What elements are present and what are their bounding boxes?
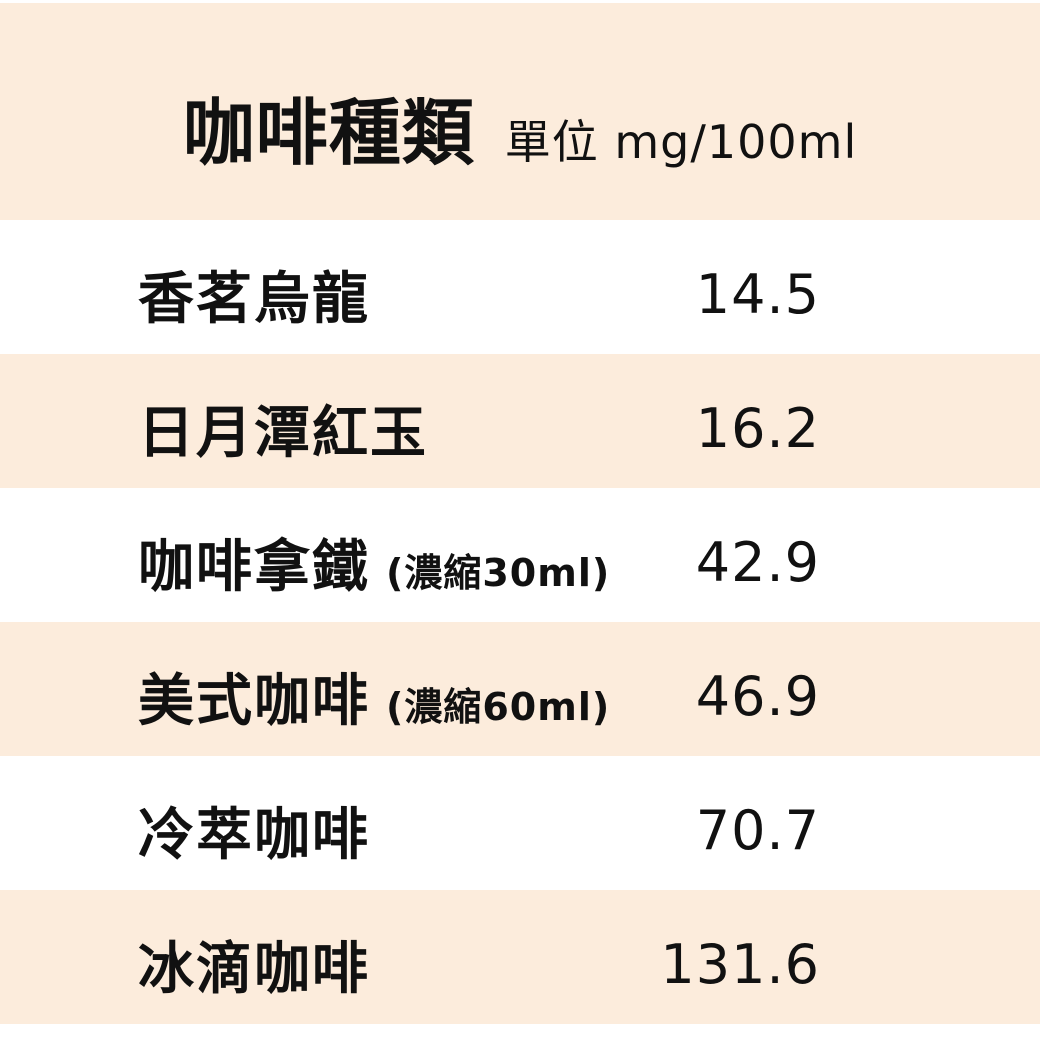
table-body: 香茗烏龍 14.5 日月潭紅玉 16.2 咖啡拿鐵 (濃縮30ml) 42.9 … [0,220,1040,1024]
table-row: 冰滴咖啡 131.6 [0,890,1040,1024]
table-row: 香茗烏龍 14.5 [0,220,1040,354]
caffeine-value: 42.9 [695,530,820,594]
caffeine-value: 16.2 [695,396,820,460]
drink-name: 冷萃咖啡 [138,802,370,868]
caffeine-value: 46.9 [695,664,820,728]
row-label: 咖啡拿鐵 (濃縮30ml) [138,522,610,603]
drink-name: 日月潭紅玉 [138,400,428,466]
row-label: 冷萃咖啡 [138,790,370,871]
drink-name: 咖啡拿鐵 [138,534,370,600]
table-row: 美式咖啡 (濃縮60ml) 46.9 [0,622,1040,756]
caffeine-value: 14.5 [695,262,820,326]
row-label: 香茗烏龍 [138,254,370,335]
row-label: 日月潭紅玉 [138,388,428,469]
table-row: 咖啡拿鐵 (濃縮30ml) 42.9 [0,488,1040,622]
drink-name: 冰滴咖啡 [138,936,370,1002]
drink-note: (濃縮30ml) [386,550,611,595]
caffeine-value: 70.7 [695,798,820,862]
row-label: 冰滴咖啡 [138,924,370,1005]
drink-note: (濃縮60ml) [386,684,611,729]
caffeine-value: 131.6 [660,932,820,996]
table-title-line: 咖啡種類 單位 mg/100ml [183,74,858,179]
row-label: 美式咖啡 (濃縮60ml) [138,656,610,737]
page-title: 咖啡種類 [182,91,475,175]
table-header-band: 咖啡種類 單位 mg/100ml [0,3,1040,220]
unit-label: 單位 mg/100ml [504,115,858,169]
table-row: 日月潭紅玉 16.2 [0,354,1040,488]
table-row: 冷萃咖啡 70.7 [0,756,1040,890]
drink-name: 美式咖啡 [138,668,370,734]
drink-name: 香茗烏龍 [138,266,370,332]
